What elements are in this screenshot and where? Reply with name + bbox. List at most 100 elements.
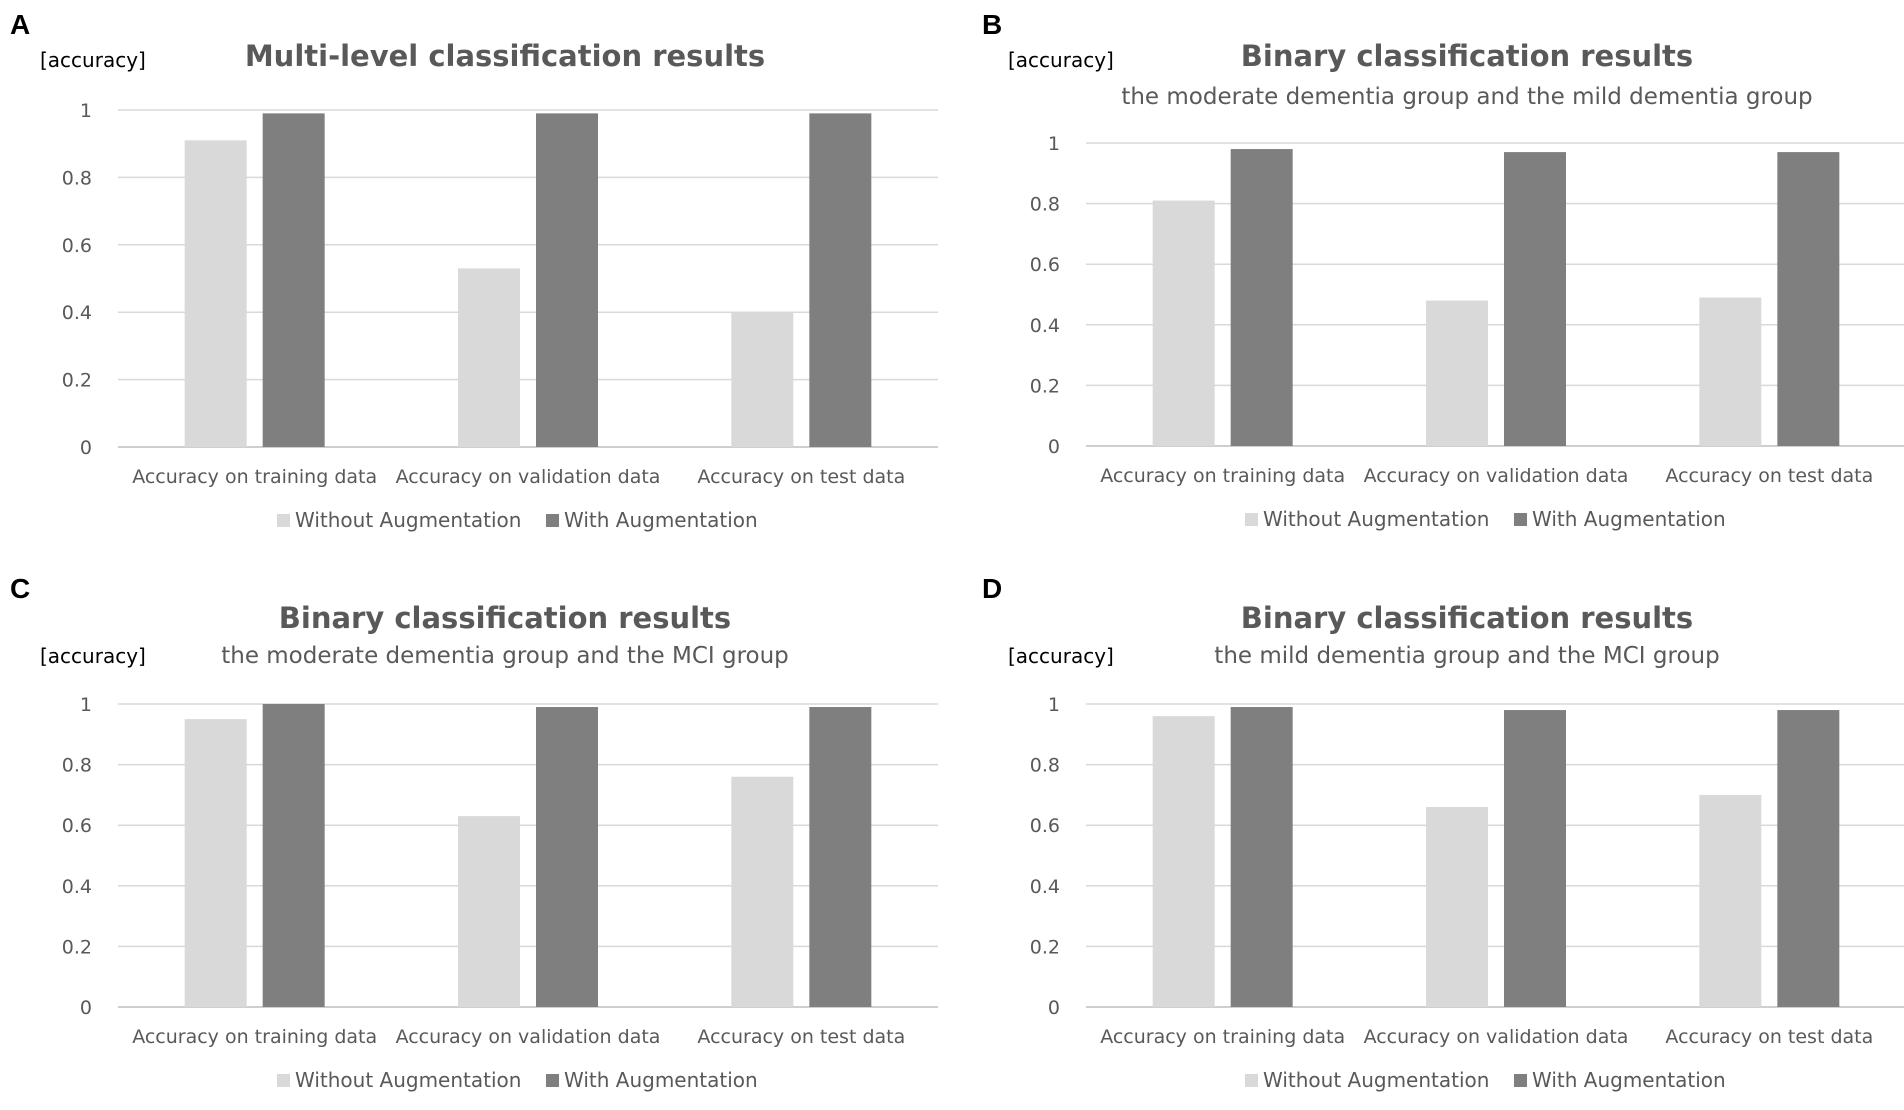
x-category-label: Accuracy on training data [132, 466, 377, 488]
bar-without-augmentation [1426, 300, 1488, 446]
x-category-label: Accuracy on training data [132, 1026, 377, 1048]
y-tick-label: 0.8 [1030, 194, 1060, 216]
y-tick-label: 1 [1048, 133, 1060, 155]
bars [184, 704, 872, 1007]
panel-label: C [10, 573, 30, 604]
y-tick-label: 1 [80, 694, 92, 716]
y-axis-label: [accuracy] [1008, 48, 1114, 72]
bar-without-augmentation [458, 268, 520, 447]
bar-without-augmentation [1426, 807, 1488, 1007]
legend-label: Without Augmentation [295, 508, 521, 532]
bars [1152, 707, 1840, 1007]
chart-panel-d: D Binary classification results the mild… [952, 560, 1904, 1110]
bar-without-augmentation [458, 816, 520, 1007]
legend-swatch [1245, 513, 1258, 526]
gridlines [118, 109, 938, 448]
chart-panel-a: A Multi-level classification results [ac… [0, 0, 952, 550]
legend: Without Augmentation With Augmentation [277, 1068, 758, 1092]
y-tick-label: 0.6 [62, 235, 92, 257]
chart-title: Binary classification results [279, 601, 731, 635]
bar-with-augmentation [1777, 152, 1840, 446]
bar-with-augmentation [809, 113, 872, 448]
bars [184, 113, 872, 448]
bar-with-augmentation [262, 113, 325, 448]
chart-svg-a: A Multi-level classification results [ac… [10, 9, 938, 532]
bar-without-augmentation [184, 140, 247, 447]
chart-title: Binary classification results [1241, 39, 1693, 73]
chart-svg-c: C Binary classification results the mode… [10, 573, 938, 1092]
legend: Without Augmentation With Augmentation [1245, 507, 1726, 531]
x-category-label: Accuracy on training data [1100, 1026, 1345, 1048]
y-axis-label: [accuracy] [40, 644, 146, 668]
legend-label: Without Augmentation [1263, 507, 1489, 531]
x-category-label: Accuracy on test data [1665, 1026, 1873, 1048]
y-tick-label: 0.4 [1030, 876, 1060, 898]
legend-label: With Augmentation [564, 1068, 758, 1092]
y-tick-labels: 0 0.2 0.4 0.6 0.8 1 [62, 100, 92, 459]
y-tick-label: 0 [80, 997, 92, 1019]
y-tick-label: 0.8 [1030, 755, 1060, 777]
bars [1152, 149, 1840, 446]
legend-swatch [546, 514, 559, 527]
y-tick-label: 0.8 [62, 167, 92, 189]
y-tick-label: 0.4 [62, 302, 92, 324]
y-axis-label: [accuracy] [1008, 644, 1114, 668]
y-tick-label: 1 [80, 100, 92, 122]
y-tick-labels: 0 0.2 0.4 0.6 0.8 1 [62, 694, 92, 1019]
panel-label: D [982, 573, 1002, 604]
category-labels: Accuracy on training data Accuracy on val… [1100, 465, 1873, 487]
chart-svg-b: B Binary classification results the mode… [982, 9, 1904, 531]
legend: Without Augmentation With Augmentation [277, 508, 758, 532]
legend-swatch [1514, 1074, 1527, 1087]
x-category-label: Accuracy on training data [1100, 465, 1345, 487]
chart-panel-b: B Binary classification results the mode… [952, 0, 1904, 550]
bar-without-augmentation [731, 776, 794, 1007]
bar-with-augmentation [1777, 710, 1840, 1007]
panel-label: A [10, 9, 30, 40]
chart-title: Multi-level classification results [245, 39, 765, 73]
bar-with-augmentation [262, 704, 325, 1007]
bar-without-augmentation [184, 719, 247, 1007]
legend-swatch [1245, 1074, 1258, 1087]
x-category-label: Accuracy on validation data [1364, 1026, 1629, 1048]
bar-without-augmentation [1699, 794, 1762, 1007]
legend-label: With Augmentation [564, 508, 758, 532]
y-tick-label: 0.4 [1030, 315, 1060, 337]
y-tick-label: 0.4 [62, 876, 92, 898]
category-labels: Accuracy on training data Accuracy on val… [1100, 1026, 1873, 1048]
legend-swatch [546, 1074, 559, 1087]
legend-swatch [277, 514, 290, 527]
bar-without-augmentation [1152, 200, 1215, 446]
chart-subtitle: the moderate dementia group and the mild… [1121, 84, 1812, 110]
bar-with-augmentation [1504, 152, 1566, 446]
x-category-label: Accuracy on test data [697, 466, 905, 488]
chart-subtitle: the moderate dementia group and the MCI … [221, 643, 789, 669]
legend-label: Without Augmentation [1263, 1068, 1489, 1092]
x-category-label: Accuracy on validation data [1364, 465, 1629, 487]
legend: Without Augmentation With Augmentation [1245, 1068, 1726, 1092]
x-category-label: Accuracy on test data [697, 1026, 905, 1048]
y-tick-label: 0.6 [62, 815, 92, 837]
y-tick-label: 0 [1048, 997, 1060, 1019]
panel-label: B [982, 9, 1002, 40]
y-tick-label: 0.2 [62, 936, 92, 958]
y-tick-label: 0 [80, 437, 92, 459]
bar-with-augmentation [536, 113, 598, 448]
chart-title: Binary classification results [1241, 601, 1693, 635]
legend-label: With Augmentation [1532, 507, 1726, 531]
gridlines [118, 703, 938, 1008]
category-labels: Accuracy on training data Accuracy on val… [132, 1026, 905, 1048]
x-category-label: Accuracy on validation data [396, 1026, 661, 1048]
chart-panel-c: C Binary classification results the mode… [0, 560, 952, 1110]
bar-with-augmentation [1230, 149, 1293, 446]
y-tick-label: 0.2 [1030, 375, 1060, 397]
y-axis-label: [accuracy] [40, 48, 146, 72]
gridlines [1086, 703, 1904, 1008]
y-tick-label: 0.6 [1030, 254, 1060, 276]
x-category-label: Accuracy on test data [1665, 465, 1873, 487]
chart-svg-d: D Binary classification results the mild… [982, 573, 1904, 1092]
y-tick-labels: 0 0.2 0.4 0.6 0.8 1 [1030, 133, 1060, 458]
y-tick-label: 0.6 [1030, 815, 1060, 837]
bar-with-augmentation [809, 707, 872, 1007]
legend-swatch [277, 1074, 290, 1087]
